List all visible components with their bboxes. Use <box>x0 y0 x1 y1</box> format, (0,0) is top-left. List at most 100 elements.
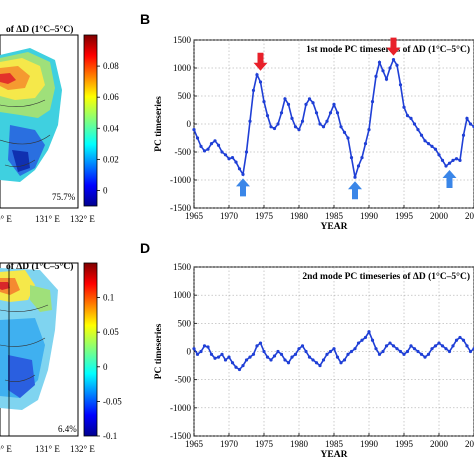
data-point <box>290 116 294 120</box>
data-point <box>391 58 396 62</box>
x-tick-label: 1995 <box>395 439 414 449</box>
map-c-xtick-0: 0° E <box>0 444 12 454</box>
data-point <box>409 344 413 348</box>
data-point <box>265 114 270 118</box>
x-axis-label: YEAR <box>321 450 348 460</box>
data-point <box>297 128 301 132</box>
data-point <box>290 355 294 359</box>
data-point <box>192 128 196 132</box>
map-c-region-green <box>30 285 52 312</box>
data-point <box>297 347 301 351</box>
colorbar-c-tick-label: 0.05 <box>103 327 119 337</box>
data-point <box>234 160 238 164</box>
data-point <box>304 349 308 354</box>
data-point <box>398 83 403 87</box>
data-point <box>192 347 196 351</box>
data-point <box>363 335 368 340</box>
x-tick-label: 1990 <box>360 211 379 221</box>
y-tick-label: 1000 <box>173 63 192 73</box>
data-point <box>300 119 305 123</box>
colorbar-a-tick-label: 0.04 <box>103 123 119 133</box>
data-point <box>307 97 312 101</box>
data-point <box>447 161 452 165</box>
data-point <box>244 150 249 154</box>
data-point <box>262 100 266 104</box>
data-point <box>202 344 207 348</box>
data-point <box>269 358 273 362</box>
map-c-title: of ΔD (1°C–5°C) <box>6 261 73 272</box>
y-tick-label: -1500 <box>170 203 191 213</box>
colorbar-c-tick-label: -0.1 <box>103 431 117 441</box>
data-point <box>468 122 473 126</box>
map-a-percent: 75.7% <box>52 192 76 202</box>
data-point <box>349 349 354 354</box>
panel-c: of ΔD (1°C–5°C) 6.4% 0° E 131° E 132° E … <box>0 261 122 454</box>
data-point <box>286 361 291 365</box>
data-point <box>458 335 462 340</box>
data-point <box>388 66 392 70</box>
map-c-contours <box>0 304 49 382</box>
panel-a: of ΔD (1°C–5°C) 75.7% 0° E 131° E 132° E… <box>0 24 119 224</box>
data-point <box>384 77 389 81</box>
map-a-region-orange <box>0 66 30 90</box>
data-point <box>325 352 329 356</box>
data-point <box>346 136 350 140</box>
data-point <box>395 347 399 351</box>
data-point <box>353 347 357 351</box>
data-point <box>195 352 200 356</box>
data-point <box>258 341 263 345</box>
data-point <box>206 345 210 349</box>
data-point <box>241 172 245 176</box>
data-point <box>426 142 431 146</box>
data-point <box>255 344 259 348</box>
trough-arrow-icon <box>236 178 250 197</box>
data-point <box>248 355 252 359</box>
data-point <box>286 102 291 106</box>
peak-arrow-icon <box>253 52 268 71</box>
data-point <box>381 349 385 354</box>
x-tick-label: 1975 <box>255 439 274 449</box>
data-point <box>419 133 424 137</box>
map-c-field <box>0 263 58 436</box>
data-point <box>272 354 277 358</box>
data-point <box>251 88 256 92</box>
data-point <box>244 358 249 362</box>
data-point <box>384 344 389 348</box>
data-point <box>328 349 333 354</box>
data-point <box>220 150 224 154</box>
colorbar-c-tick-label: 0.1 <box>103 293 114 303</box>
data-point <box>402 352 406 356</box>
data-point <box>374 347 378 351</box>
map-a-xtick-0: 0° E <box>0 214 12 224</box>
data-point <box>454 157 459 161</box>
panel-b-letter: B <box>140 11 150 27</box>
data-point <box>458 158 462 162</box>
data-point <box>339 361 343 365</box>
data-point <box>395 63 399 67</box>
y-tick-label: -500 <box>175 375 192 385</box>
data-point <box>216 143 221 147</box>
data-point <box>227 355 231 359</box>
data-point <box>468 349 473 354</box>
colorbar-a-ticks: 0.08 0.06 0.04 0.02 0 <box>97 61 119 195</box>
data-point <box>318 122 322 126</box>
x-tick-label: 1970 <box>220 211 239 221</box>
data-point <box>241 363 245 368</box>
y-tick-label: 0 <box>187 119 192 129</box>
data-point <box>356 164 361 168</box>
data-point <box>199 349 203 354</box>
data-point <box>423 139 427 143</box>
data-point <box>293 125 298 129</box>
y-axis-label: PC timeseries <box>154 96 164 152</box>
x-tick-label: 2005 <box>465 211 474 221</box>
data-point <box>377 60 382 64</box>
data-point <box>360 156 364 160</box>
data-point <box>437 341 441 345</box>
data-point <box>346 352 350 356</box>
data-point <box>276 122 280 126</box>
data-point <box>276 349 280 354</box>
data-point <box>451 158 455 162</box>
trough-arrow-icon <box>442 170 457 188</box>
data-point <box>388 341 392 345</box>
data-point <box>332 102 336 106</box>
